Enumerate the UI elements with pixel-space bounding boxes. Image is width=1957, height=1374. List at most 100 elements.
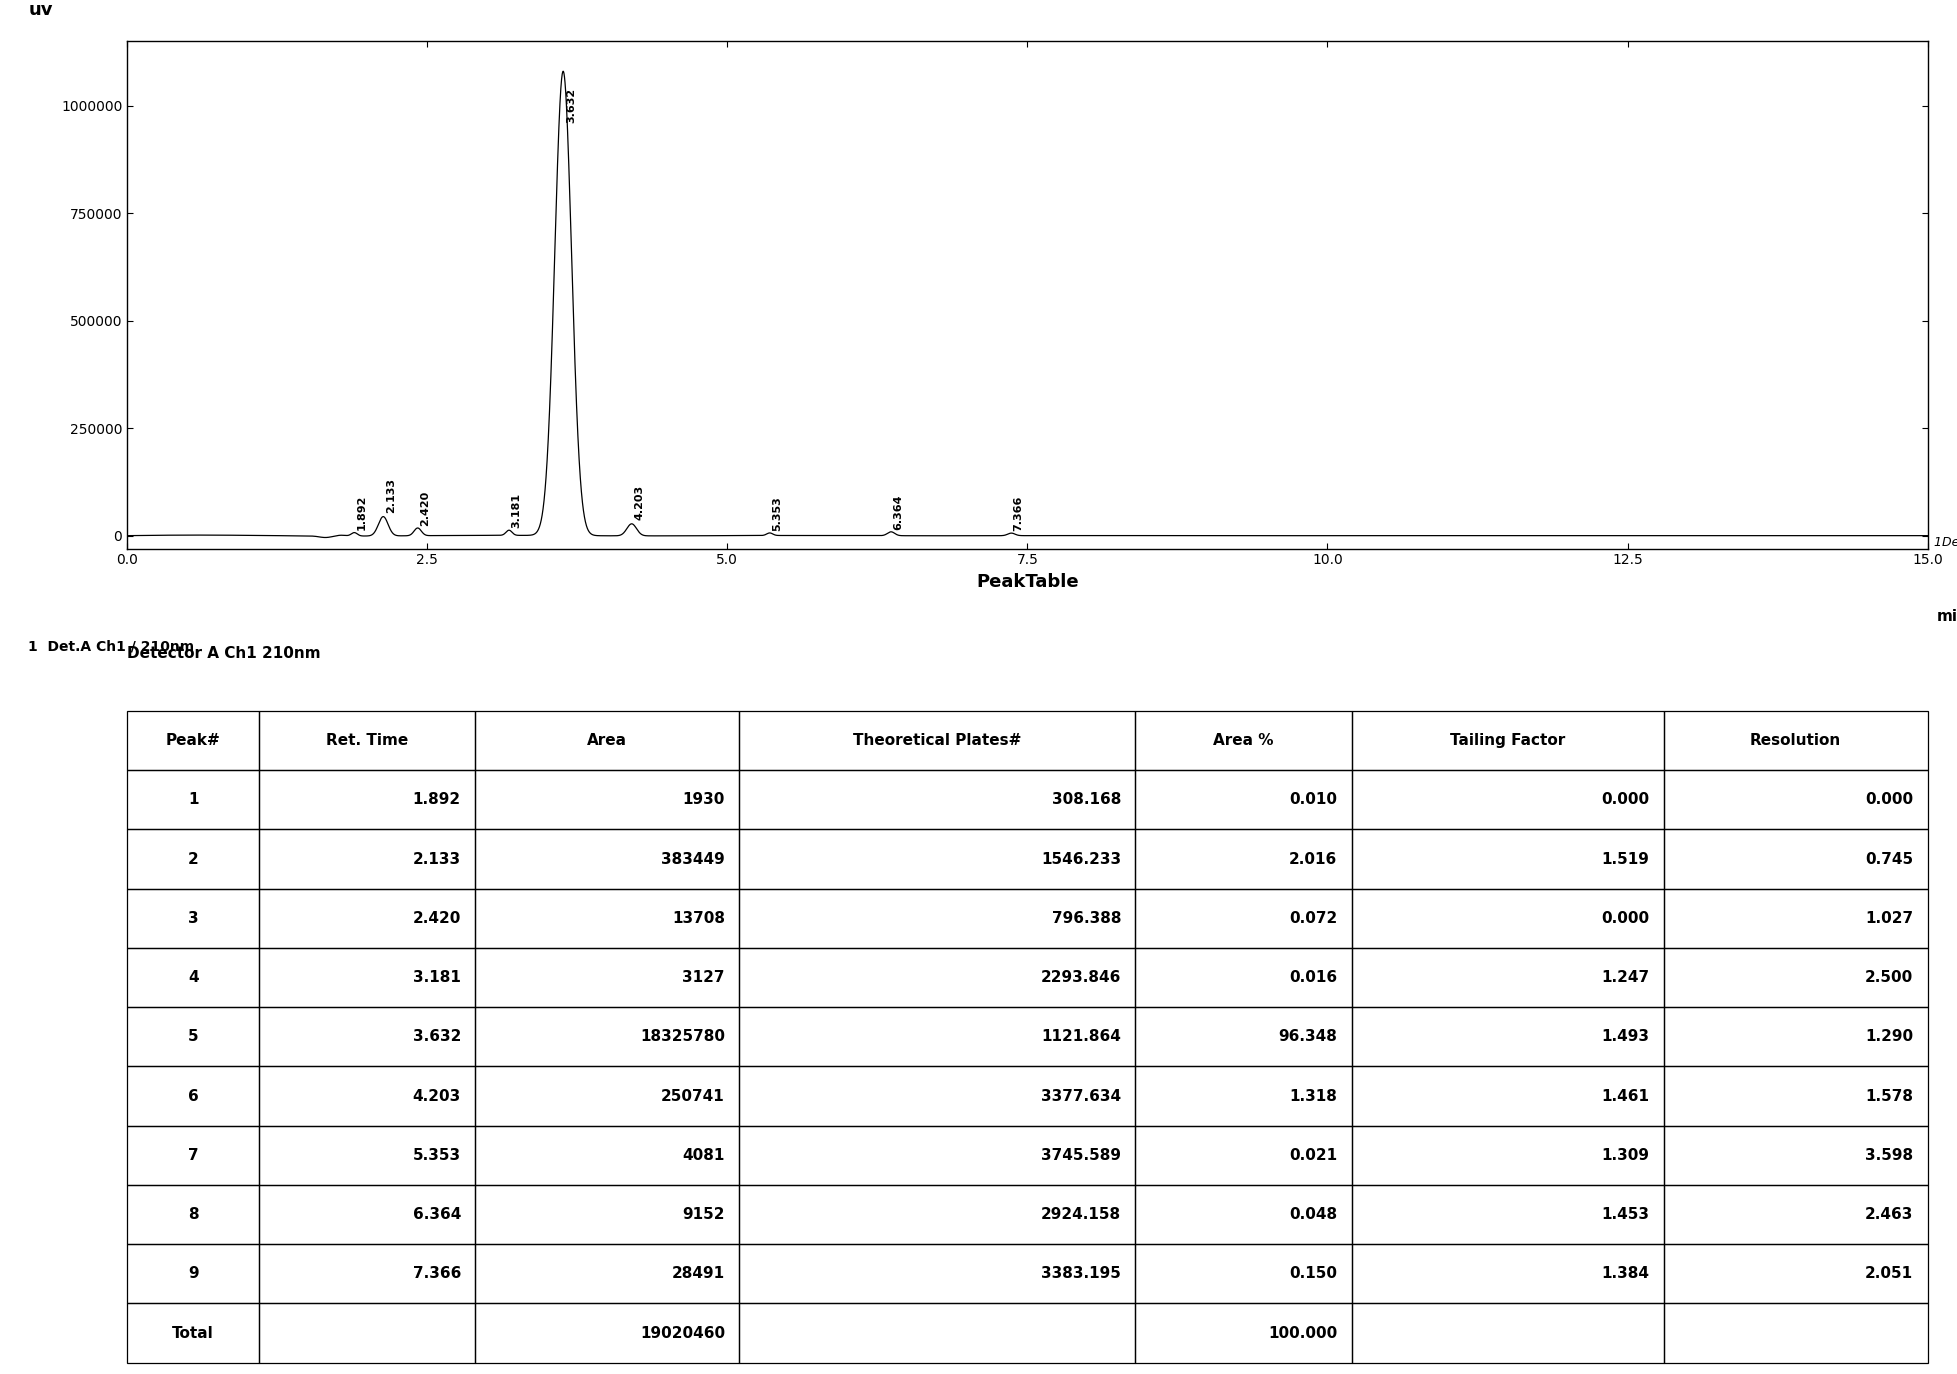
Text: 6: 6 xyxy=(188,1088,198,1103)
Bar xyxy=(740,1125,1135,1184)
Text: 3.181: 3.181 xyxy=(511,493,521,529)
Text: PeakTable: PeakTable xyxy=(977,573,1078,591)
Bar xyxy=(1352,710,1663,771)
Text: 3383.195: 3383.195 xyxy=(1041,1267,1121,1282)
Text: 0.000: 0.000 xyxy=(1601,793,1650,808)
Text: 7.366: 7.366 xyxy=(1014,496,1024,530)
Text: Ret. Time: Ret. Time xyxy=(327,732,409,747)
Text: 3127: 3127 xyxy=(683,970,724,985)
Bar xyxy=(127,771,258,830)
Text: 2.133: 2.133 xyxy=(413,852,462,867)
Bar xyxy=(1663,1304,1928,1363)
Bar xyxy=(476,1184,740,1245)
Text: 4.203: 4.203 xyxy=(413,1088,462,1103)
Text: 6.364: 6.364 xyxy=(894,495,904,529)
Text: 2.133: 2.133 xyxy=(386,478,395,513)
Bar xyxy=(258,1245,476,1304)
Bar xyxy=(258,1066,476,1125)
Bar xyxy=(1135,771,1352,830)
Text: 383449: 383449 xyxy=(661,852,724,867)
Text: 2.463: 2.463 xyxy=(1865,1206,1914,1221)
Text: 1.493: 1.493 xyxy=(1601,1029,1650,1044)
Bar xyxy=(127,1184,258,1245)
Bar xyxy=(476,1125,740,1184)
Text: 308.168: 308.168 xyxy=(1051,793,1121,808)
Bar xyxy=(1352,1007,1663,1066)
Bar xyxy=(476,771,740,830)
Text: 0.021: 0.021 xyxy=(1290,1147,1337,1162)
Bar xyxy=(476,889,740,948)
Bar xyxy=(127,1304,258,1363)
Bar xyxy=(258,1304,476,1363)
Bar xyxy=(1663,889,1928,948)
Bar xyxy=(1663,1184,1928,1245)
Bar xyxy=(1663,1007,1928,1066)
Bar xyxy=(1352,1066,1663,1125)
Bar xyxy=(1663,830,1928,889)
Text: 2293.846: 2293.846 xyxy=(1041,970,1121,985)
Text: 96.348: 96.348 xyxy=(1278,1029,1337,1044)
Text: 3.181: 3.181 xyxy=(413,970,462,985)
Bar xyxy=(127,1007,258,1066)
Bar xyxy=(258,1125,476,1184)
Bar xyxy=(740,1007,1135,1066)
Text: 0.000: 0.000 xyxy=(1601,911,1650,926)
Text: 1.290: 1.290 xyxy=(1865,1029,1914,1044)
Text: 19020460: 19020460 xyxy=(640,1326,724,1341)
Text: 1.027: 1.027 xyxy=(1865,911,1914,926)
Text: 1.384: 1.384 xyxy=(1601,1267,1650,1282)
Text: 1930: 1930 xyxy=(683,793,724,808)
Text: 0.072: 0.072 xyxy=(1290,911,1337,926)
Text: 796.388: 796.388 xyxy=(1051,911,1121,926)
Bar xyxy=(1352,771,1663,830)
Text: 3377.634: 3377.634 xyxy=(1041,1088,1121,1103)
Text: 0.010: 0.010 xyxy=(1290,793,1337,808)
Text: 28491: 28491 xyxy=(671,1267,724,1282)
Bar xyxy=(740,1184,1135,1245)
Text: 2924.158: 2924.158 xyxy=(1041,1206,1121,1221)
Text: 5.353: 5.353 xyxy=(413,1147,462,1162)
Bar xyxy=(127,1066,258,1125)
Bar xyxy=(476,1007,740,1066)
Text: 18325780: 18325780 xyxy=(640,1029,724,1044)
Bar xyxy=(1135,830,1352,889)
Bar xyxy=(1352,948,1663,1007)
Text: 0.048: 0.048 xyxy=(1290,1206,1337,1221)
Text: 1.519: 1.519 xyxy=(1601,852,1650,867)
Bar xyxy=(127,1125,258,1184)
Text: 1: 1 xyxy=(188,793,198,808)
Bar xyxy=(258,889,476,948)
Text: 1  Det.A Ch1 / 210nm: 1 Det.A Ch1 / 210nm xyxy=(27,640,194,654)
Bar xyxy=(740,1066,1135,1125)
Text: 1546.233: 1546.233 xyxy=(1041,852,1121,867)
Bar xyxy=(740,830,1135,889)
Text: 9152: 9152 xyxy=(683,1206,724,1221)
Text: Area %: Area % xyxy=(1213,732,1274,747)
Text: uv: uv xyxy=(27,0,53,19)
Bar xyxy=(476,710,740,771)
Bar xyxy=(1135,948,1352,1007)
Bar xyxy=(1663,771,1928,830)
Text: 1Det.A Ch: 1Det.A Ch xyxy=(1934,536,1957,548)
Text: 2: 2 xyxy=(188,852,198,867)
Text: 1.892: 1.892 xyxy=(356,495,366,530)
Text: min: min xyxy=(1937,610,1957,624)
Bar xyxy=(1352,1184,1663,1245)
Bar xyxy=(127,889,258,948)
Bar xyxy=(258,948,476,1007)
Text: 9: 9 xyxy=(188,1267,198,1282)
Text: Total: Total xyxy=(172,1326,213,1341)
Text: Area: Area xyxy=(587,732,628,747)
Bar xyxy=(1135,1304,1352,1363)
Bar xyxy=(740,710,1135,771)
Text: 2.500: 2.500 xyxy=(1865,970,1914,985)
Text: 1.247: 1.247 xyxy=(1601,970,1650,985)
Text: 4: 4 xyxy=(188,970,198,985)
Bar xyxy=(476,1304,740,1363)
Bar xyxy=(258,830,476,889)
Text: 3.598: 3.598 xyxy=(1865,1147,1914,1162)
Text: 1.309: 1.309 xyxy=(1601,1147,1650,1162)
Bar xyxy=(1352,1304,1663,1363)
Text: 3745.589: 3745.589 xyxy=(1041,1147,1121,1162)
Bar xyxy=(1352,1125,1663,1184)
